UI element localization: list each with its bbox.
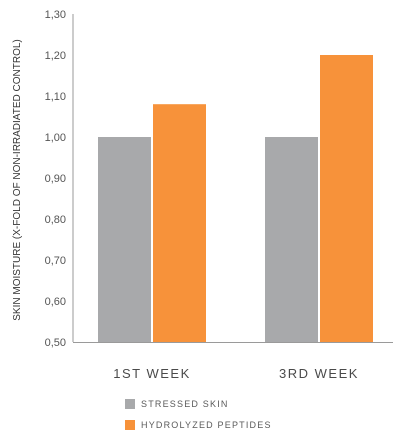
y-axis: 0,50 0,60 0,70 0,80 0,90 1,00 1,10 1,20 1,30 bbox=[45, 9, 74, 349]
y-axis-title: SKIN MOISTURE (X-FOLD OF NON-IRRADIATED … bbox=[12, 39, 23, 321]
legend-item-stressed-skin: STRESSED SKIN bbox=[125, 396, 272, 411]
y-tick-label: 0,80 bbox=[45, 214, 66, 226]
y-tick-label: 0,70 bbox=[45, 255, 66, 267]
bar-stressed-skin-1 bbox=[98, 137, 151, 342]
legend-swatch-stressed-skin bbox=[125, 398, 135, 409]
x-tick-label: 1ST WEEK bbox=[113, 366, 191, 381]
legend-item-hydrolyzed-peptides: HYDROLYZED PEPTIDES bbox=[125, 417, 272, 432]
y-tick-label: 1,30 bbox=[45, 9, 66, 21]
y-tick-label: 0,60 bbox=[45, 296, 66, 308]
y-tick-label: 0,50 bbox=[45, 337, 66, 349]
bars bbox=[98, 55, 373, 342]
y-tick-label: 1,20 bbox=[45, 50, 66, 62]
bar-hydrolyzed-peptides-2 bbox=[320, 55, 373, 342]
x-tick-label: 3RD WEEK bbox=[279, 366, 359, 381]
y-tick-label: 0,90 bbox=[45, 173, 66, 185]
y-tick-label: 1,00 bbox=[45, 132, 66, 144]
legend-label-hydrolyzed-peptides: HYDROLYZED PEPTIDES bbox=[141, 419, 272, 430]
legend-label-stressed-skin: STRESSED SKIN bbox=[141, 398, 229, 409]
y-tick-label: 1,10 bbox=[45, 91, 66, 103]
legend-swatch-hydrolyzed-peptides bbox=[125, 419, 135, 430]
bar-chart: SKIN MOISTURE (X-FOLD OF NON-IRRADIATED … bbox=[12, 9, 393, 381]
x-axis: 1ST WEEK 3RD WEEK bbox=[73, 342, 393, 381]
bar-stressed-skin-2 bbox=[265, 137, 318, 342]
legend: STRESSED SKIN HYDROLYZED PEPTIDES bbox=[125, 396, 272, 438]
bar-hydrolyzed-peptides-1 bbox=[153, 104, 206, 342]
